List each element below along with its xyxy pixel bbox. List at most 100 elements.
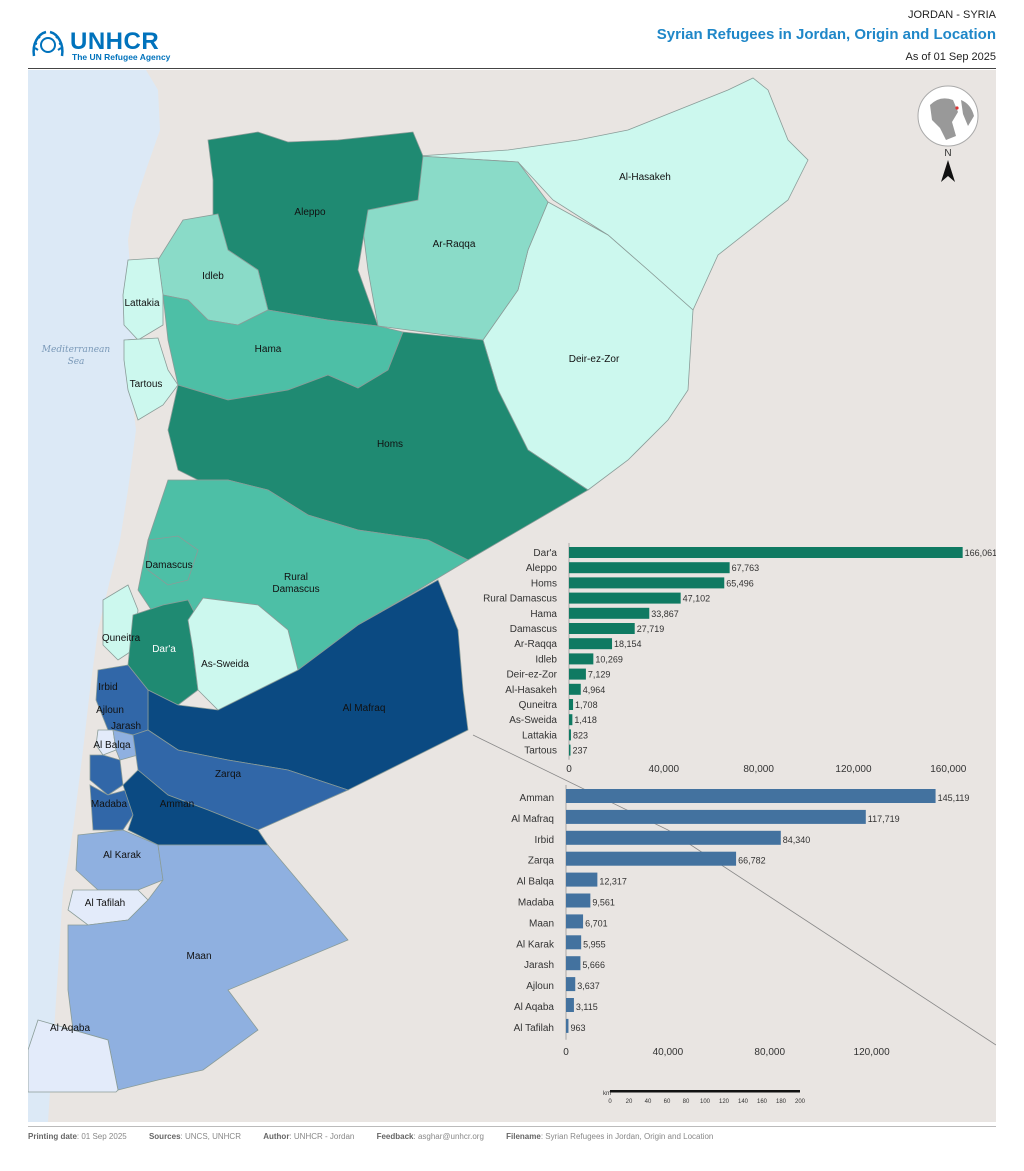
bar-jarash <box>566 956 581 971</box>
bar-label-al-mafraq: Al Mafraq <box>511 814 554 825</box>
bar-label-aleppo: Aleppo <box>526 563 558 574</box>
label-idleb: Idleb <box>202 271 224 282</box>
north-label: N <box>944 148 951 159</box>
label-al-balqa: Al Balqa <box>93 740 131 751</box>
scale-tick: 160 <box>757 1099 768 1105</box>
bar-value-amman: 145,119 <box>938 793 970 803</box>
bar-maan <box>566 914 584 929</box>
bar-rural-damascus <box>569 592 681 604</box>
bar-label-deir-ez-zor: Deir-ez-Zor <box>506 670 557 681</box>
author-label: Author <box>263 1132 290 1141</box>
region-damascus <box>147 535 199 586</box>
bar-label-damascus: Damascus <box>510 624 557 635</box>
label-as-sweida: As-Sweida <box>201 659 249 670</box>
date-label: As of 01 Sep 2025 <box>905 51 996 63</box>
label-al-tafilah: Al Tafilah <box>85 898 125 909</box>
laurel-icon <box>32 30 64 57</box>
x-tick-label: 0 <box>566 764 572 775</box>
sea-label-line2: Sea <box>68 357 85 367</box>
label-amman: Amman <box>160 799 194 810</box>
bar-ar-raqqa <box>569 638 613 650</box>
bar-value-as-sweida: 1,418 <box>574 715 597 725</box>
logo-name: UNHCR <box>70 28 160 55</box>
region-al-karak <box>75 829 164 891</box>
bar-value-deir-ez-zor: 7,129 <box>588 670 611 680</box>
x-tick-label: 40,000 <box>649 764 680 775</box>
printing-date-label: Printing date <box>28 1132 77 1141</box>
x-tick-label: 80,000 <box>754 1047 785 1058</box>
map-panel: Mediterranean Sea Aleppo <box>28 70 996 1122</box>
bar-ajloun <box>566 977 576 992</box>
bar-label-maan: Maan <box>529 918 554 929</box>
header-divider <box>28 68 996 69</box>
bar-value-ar-raqqa: 18,154 <box>614 639 642 649</box>
feedback-label: Feedback <box>376 1132 414 1141</box>
bar-hama <box>569 607 650 619</box>
feedback-value: asghar@unhcr.org <box>417 1132 484 1141</box>
page-title: Syrian Refugees in Jordan, Origin and Lo… <box>656 26 996 43</box>
footer: Printing date: 01 Sep 2025 Sources: UNCS… <box>28 1132 714 1141</box>
bar-value-al-mafraq: 117,719 <box>868 814 900 824</box>
country-label: JORDAN - SYRIA <box>907 9 996 21</box>
bar-value-lattakia: 823 <box>573 730 588 740</box>
bar-tartous <box>569 744 571 756</box>
footer-divider <box>28 1126 996 1127</box>
bar-label-amman: Amman <box>520 793 554 804</box>
bar-label-al-balqa: Al Balqa <box>517 877 555 888</box>
label-hama: Hama <box>255 344 282 355</box>
bar-al-tafilah <box>566 1018 569 1033</box>
map-svg: Mediterranean Sea Aleppo <box>28 70 996 1122</box>
bar-value-madaba: 9,561 <box>592 898 615 908</box>
scale-tick: 80 <box>683 1099 690 1105</box>
bar-label-lattakia: Lattakia <box>522 730 557 741</box>
label-quneitra: Quneitra <box>102 633 141 644</box>
x-tick-label: 120,000 <box>854 1047 891 1058</box>
bar-value-hama: 33,867 <box>651 609 679 619</box>
region-amman <box>122 769 269 846</box>
label-rural-damascus-line2: Damascus <box>272 584 319 595</box>
label-jarash: Jarash <box>111 721 141 732</box>
scale-tick: 180 <box>776 1099 787 1105</box>
label-aleppo: Aleppo <box>294 207 326 218</box>
region-al-hasakeh <box>417 77 809 311</box>
bar-label-zarqa: Zarqa <box>528 856 555 867</box>
bar-value-rural-damascus: 47,102 <box>683 594 711 604</box>
chart-syria-origin: Dar'a 166,061 Aleppo 67,763 Homs 65,496 Rural … <box>483 543 996 775</box>
label-deir-ez-zor: Deir-ez-Zor <box>569 354 620 365</box>
x-tick-label: 80,000 <box>743 764 774 775</box>
bar-damascus <box>569 623 635 634</box>
label-ar-raqqa: Ar-Raqqa <box>433 239 476 250</box>
label-maan: Maan <box>186 951 211 962</box>
bar-as-sweida <box>569 714 573 726</box>
bar-label-homs: Homs <box>531 578 557 589</box>
x-tick-label: 40,000 <box>653 1047 684 1058</box>
bar-al-aqaba <box>566 998 574 1012</box>
bar-al-mafraq <box>566 809 866 824</box>
logo-tagline: The UN Refugee Agency <box>72 52 171 62</box>
bar-irbid <box>566 830 781 845</box>
bar-value-idleb: 10,269 <box>595 654 623 664</box>
bar-value-al-aqaba: 3,115 <box>576 1002 598 1012</box>
label-damascus: Damascus <box>145 560 192 571</box>
bar-value-dar-a: 166,061 <box>965 548 996 558</box>
region-tartous <box>123 337 179 421</box>
bar-label-al-karak: Al Karak <box>516 939 555 950</box>
x-tick-label: 160,000 <box>930 764 967 775</box>
globe-inset <box>917 85 979 147</box>
scale-unit: km <box>603 1091 611 1097</box>
bar-value-irbid: 84,340 <box>783 835 811 845</box>
bar-value-damascus: 27,719 <box>637 624 665 634</box>
region-al-aqaba <box>28 1019 119 1093</box>
sea-label-line1: Mediterranean <box>41 345 111 355</box>
north-arrow-icon: N <box>941 148 955 182</box>
label-lattakia: Lattakia <box>124 298 159 309</box>
bar-value-tartous: 237 <box>573 746 588 756</box>
label-al-hasakeh: Al-Hasakeh <box>619 172 671 183</box>
header: UNHCR The UN Refugee Agency JORDAN - SYR… <box>0 0 1024 70</box>
bar-quneitra <box>569 699 574 710</box>
bar-madaba <box>566 893 591 908</box>
bar-label-madaba: Madaba <box>518 898 555 909</box>
bar-label-hama: Hama <box>530 609 557 620</box>
bar-label-as-sweida: As-Sweida <box>509 715 557 726</box>
bar-zarqa <box>566 851 737 866</box>
